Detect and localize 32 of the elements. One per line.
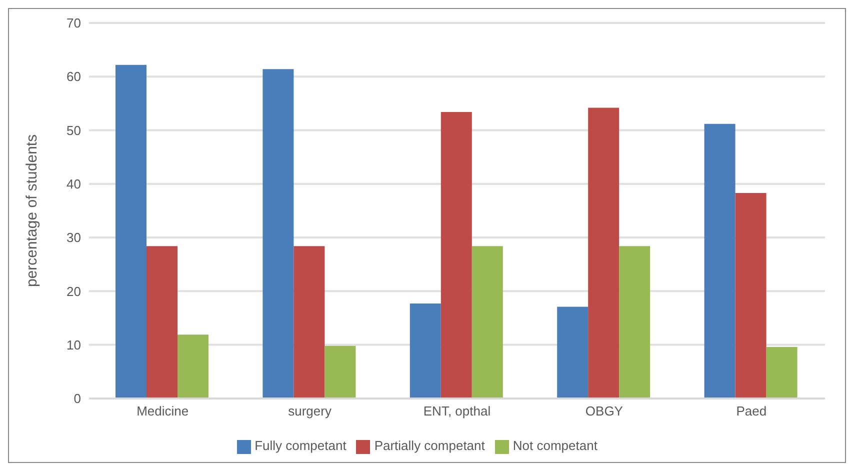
bar [735,193,766,398]
bar [440,112,472,398]
x-tick-label: ENT, opthal [423,404,491,419]
legend-label: Fully competant [254,438,346,454]
y-tick-label: 40 [66,176,81,192]
bar [410,304,441,398]
y-tick-label: 10 [66,337,81,352]
bar [146,246,178,398]
bar [557,306,588,398]
y-tick-label: 60 [66,69,81,84]
x-tick-label: Medicine [136,404,189,419]
legend-label: Not competant [512,438,598,454]
bar [324,346,356,398]
bar [262,69,294,398]
y-tick-label: 20 [66,284,81,299]
bar [619,246,650,398]
y-axis-title: percentage of students [23,134,40,288]
x-tick-label: OBGY [585,404,624,419]
y-tick-label: 0 [74,391,81,406]
bar [294,246,325,398]
bar [766,346,798,398]
legend-label: Partially competant [374,438,485,454]
bar [177,334,208,398]
bar [472,246,503,398]
x-tick-label: Paed [736,404,767,419]
y-tick-label: 50 [66,122,81,138]
bar [588,108,620,398]
y-tick-label: 30 [66,230,81,246]
x-tick-label: surgery [288,404,332,419]
y-tick-label: 70 [66,16,81,31]
bar [704,124,736,398]
bar [115,64,146,398]
